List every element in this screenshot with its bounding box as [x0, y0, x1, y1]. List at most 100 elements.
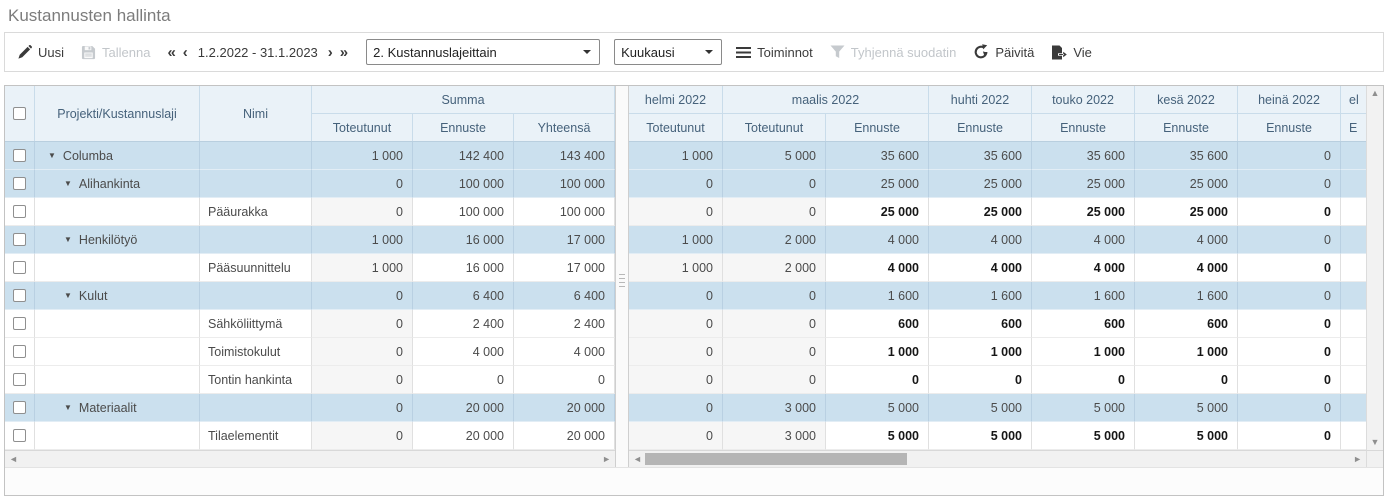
month-value-cell[interactable]: 0 — [929, 366, 1032, 394]
month-value-cell[interactable]: 4 000 — [929, 254, 1032, 282]
clipped-month-cell — [1341, 142, 1366, 170]
row-checkbox[interactable] — [13, 261, 26, 274]
month-value-cell[interactable]: 0 — [1238, 366, 1341, 394]
row-checkbox[interactable] — [13, 317, 26, 330]
scroll-up-icon[interactable]: ▲ — [1370, 88, 1380, 98]
clear-filter-button[interactable]: Tyhjennä suodatin — [830, 45, 956, 60]
summa-value-cell: 16 000 — [413, 254, 514, 282]
row-checkbox[interactable] — [13, 345, 26, 358]
row-checkbox[interactable] — [13, 401, 26, 414]
month-value-cell[interactable]: 5 000 — [1135, 422, 1238, 450]
horizontal-scroll-thumb[interactable] — [645, 453, 907, 465]
new-button[interactable]: Uusi — [17, 45, 64, 60]
period-select[interactable]: Kuukausi — [614, 39, 723, 65]
project-label: Columba — [62, 148, 113, 163]
row-checkbox[interactable] — [13, 373, 26, 386]
row-checkbox[interactable] — [13, 177, 26, 190]
month-value-cell[interactable]: 0 — [1238, 422, 1341, 450]
refresh-button[interactable]: Päivitä — [973, 44, 1034, 60]
collapse-caret-icon[interactable]: ▼ — [64, 291, 72, 300]
project-cell — [35, 366, 200, 394]
month-value-cell[interactable]: 600 — [826, 310, 929, 338]
row-checkbox[interactable] — [13, 149, 26, 162]
month-value-cell[interactable]: 1 000 — [929, 338, 1032, 366]
month-value-cell[interactable]: 0 — [1238, 254, 1341, 282]
row-checkbox[interactable] — [13, 429, 26, 442]
select-all-checkbox[interactable] — [13, 107, 26, 120]
month-value-cell: 1 600 — [1135, 282, 1238, 310]
summa-value-cell: 0 — [312, 170, 413, 198]
left-horizontal-scrollbar[interactable]: ◄ ► — [5, 450, 615, 467]
save-button[interactable]: Tallenna — [81, 45, 150, 60]
month-value-cell: 2 000 — [723, 254, 826, 282]
month-value-cell: 0 — [723, 282, 826, 310]
month-value-cell[interactable]: 1 000 — [1032, 338, 1135, 366]
month-value-cell: 0 — [629, 282, 723, 310]
scroll-down-icon[interactable]: ▼ — [1370, 437, 1380, 447]
export-button[interactable]: Vie — [1051, 45, 1092, 60]
month-value-cell[interactable]: 5 000 — [1032, 422, 1135, 450]
month-value-cell[interactable]: 0 — [1238, 338, 1341, 366]
clipped-month-cell — [1341, 310, 1366, 338]
scroll-left-icon[interactable]: ◄ — [633, 453, 642, 464]
scroll-right-icon[interactable]: ► — [1353, 453, 1362, 464]
collapse-caret-icon[interactable]: ▼ — [64, 179, 72, 188]
month-value-cell[interactable]: 600 — [1135, 310, 1238, 338]
row-checkbox-cell — [5, 170, 35, 198]
name-cell: Pääsuunnittelu — [200, 254, 312, 282]
last-period-button[interactable]: » — [339, 43, 349, 61]
project-cell — [35, 422, 200, 450]
first-period-button[interactable]: « — [167, 43, 176, 61]
name-cell — [200, 226, 312, 254]
collapse-caret-icon[interactable]: ▼ — [64, 235, 72, 244]
month-value-cell[interactable]: 25 000 — [929, 198, 1032, 226]
month-value-cell[interactable]: 1 000 — [1135, 338, 1238, 366]
month-value-cell[interactable]: 5 000 — [826, 422, 929, 450]
name-cell — [200, 394, 312, 422]
month-value-cell[interactable]: 0 — [1032, 366, 1135, 394]
month-value-cell[interactable]: 5 000 — [929, 422, 1032, 450]
select-all-header-cell — [5, 86, 35, 141]
month-value-cell[interactable]: 0 — [826, 366, 929, 394]
month-group-label: maalis 2022 — [723, 86, 929, 114]
row-checkbox[interactable] — [13, 205, 26, 218]
clipped-month-cell — [1341, 226, 1366, 254]
month-value-cell[interactable]: 1 000 — [826, 338, 929, 366]
month-value-cell[interactable]: 4 000 — [826, 254, 929, 282]
month-value-cell: 35 600 — [1135, 142, 1238, 170]
month-value-cell[interactable]: 25 000 — [1135, 198, 1238, 226]
collapse-caret-icon[interactable]: ▼ — [64, 403, 72, 412]
project-label: Alihankinta — [78, 176, 141, 191]
pane-splitter[interactable] — [615, 86, 629, 467]
next-period-button[interactable]: › — [327, 43, 333, 61]
project-cell: ▼ Columba — [35, 142, 200, 170]
month-value-cell[interactable]: 600 — [1032, 310, 1135, 338]
row-checkbox[interactable] — [13, 289, 26, 302]
month-value-cell[interactable]: 25 000 — [826, 198, 929, 226]
right-horizontal-scrollbar[interactable]: ◄ ► — [629, 450, 1366, 467]
view-select[interactable]: 2. Kustannuslajeittain — [366, 39, 601, 65]
summa-subheader-cell: Toteutunut — [312, 114, 413, 141]
row-checkbox-cell — [5, 226, 35, 254]
scroll-right-icon[interactable]: ► — [602, 453, 611, 464]
month-value-cell[interactable]: 0 — [1135, 366, 1238, 394]
refresh-button-label: Päivitä — [995, 44, 1035, 60]
summa-value-cell: 143 400 — [514, 142, 615, 170]
month-value-cell: 0 — [723, 198, 826, 226]
month-value-cell[interactable]: 600 — [929, 310, 1032, 338]
frozen-rows: ▼ Columba 1 000 142 400 143 400 ▼ Alihankinta 0… — [5, 142, 615, 450]
collapse-caret-icon[interactable]: ▼ — [48, 151, 56, 160]
month-value-cell[interactable]: 4 000 — [1135, 254, 1238, 282]
actions-button[interactable]: Toiminnot — [736, 45, 813, 60]
previous-period-button[interactable]: ‹ — [182, 43, 188, 61]
month-value-cell[interactable]: 0 — [1238, 310, 1341, 338]
month-value-cell: 0 — [1238, 226, 1341, 254]
summa-value-cell: 2 400 — [514, 310, 615, 338]
month-value-cell[interactable]: 25 000 — [1032, 198, 1135, 226]
export-button-label: Vie — [1073, 44, 1092, 60]
vertical-scrollbar[interactable]: ▲ ▼ — [1366, 86, 1383, 450]
scroll-left-icon[interactable]: ◄ — [9, 453, 18, 464]
row-checkbox[interactable] — [13, 233, 26, 246]
month-value-cell[interactable]: 0 — [1238, 198, 1341, 226]
month-value-cell[interactable]: 4 000 — [1032, 254, 1135, 282]
